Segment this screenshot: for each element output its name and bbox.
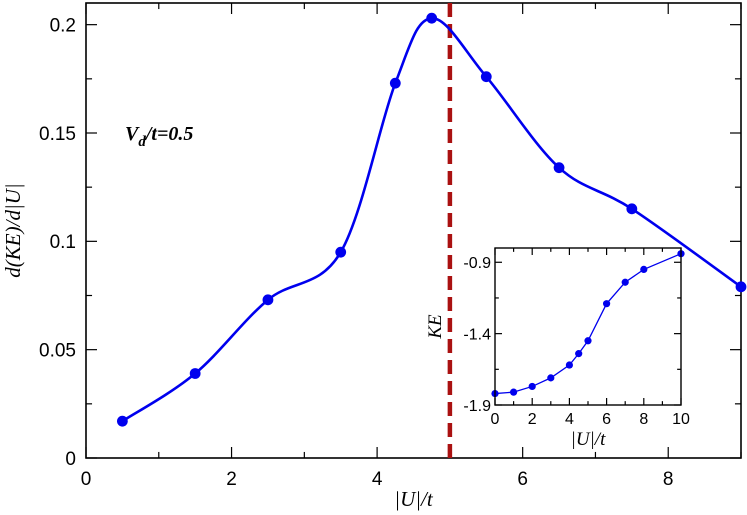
inset-x-tick-label: 10 <box>672 411 690 428</box>
inset-data-point <box>528 382 536 391</box>
inset-background <box>495 248 681 405</box>
inset-y-tick-label: -1.9 <box>463 398 491 415</box>
main-x-axis-label: |U|/t <box>394 487 434 511</box>
main-y-tick-label: 0.05 <box>39 341 76 362</box>
main-y-tick-label: 0.1 <box>50 232 76 253</box>
main-data-point <box>426 12 438 24</box>
main-y-tick-label: 0.15 <box>39 124 76 145</box>
inset-series-group <box>491 250 685 398</box>
inset-y-tick-label: -0.9 <box>463 255 491 272</box>
inset-plot: 0 2 4 6 8 10 -1.9 -1.4 -0.9 |U|/t KE <box>425 247 690 450</box>
inset-plot-frame <box>494 247 682 406</box>
inset-x-axis-label: |U|/t <box>571 429 606 450</box>
inset-data-point <box>565 361 574 369</box>
main-x-tick-label: 6 <box>517 469 528 490</box>
main-series-group <box>116 12 747 427</box>
inset-data-point <box>509 388 518 396</box>
main-data-point <box>389 77 401 89</box>
inset-x-tick-label: 0 <box>491 411 500 428</box>
inset-x-tick-label: 4 <box>565 411 574 428</box>
inset-data-point <box>547 374 555 382</box>
main-series-line <box>121 16 742 423</box>
main-axis-ticks: 0 2 4 6 8 0 0.05 0.1 0.15 0.2 <box>39 3 742 490</box>
main-data-point <box>335 246 347 258</box>
inset-x-tick-label: 2 <box>528 411 537 428</box>
inset-y-tick-label: -1.4 <box>463 326 491 343</box>
main-x-tick-label: 8 <box>663 469 674 490</box>
main-plot-frame <box>85 2 742 459</box>
main-data-point <box>735 281 747 293</box>
main-data-point <box>116 415 128 427</box>
inset-data-point <box>584 337 592 345</box>
main-y-tick-label: 0.2 <box>50 16 76 37</box>
inset-x-tick-label: 8 <box>639 411 648 428</box>
main-y-axis-label: d(KE)/d|U| <box>1 183 25 277</box>
main-data-point <box>626 203 638 215</box>
inset-data-point <box>575 350 583 358</box>
inset-y-axis-label: KE <box>425 314 446 340</box>
main-x-tick-label: 0 <box>81 469 92 490</box>
main-x-tick-label: 4 <box>372 469 383 490</box>
main-x-tick-label: 2 <box>226 469 237 490</box>
inset-data-point <box>640 265 648 274</box>
main-data-point <box>553 162 565 174</box>
inset-x-tick-label: 6 <box>602 411 611 428</box>
inset-data-point <box>621 278 629 286</box>
main-y-tick-label: 0 <box>65 449 76 470</box>
main-data-point <box>189 368 201 379</box>
main-data-point <box>262 294 274 306</box>
main-data-point <box>480 71 492 83</box>
inset-data-point <box>603 300 611 308</box>
inset-axis-ticks: 0 2 4 6 8 10 -1.9 -1.4 -0.9 <box>463 248 690 428</box>
